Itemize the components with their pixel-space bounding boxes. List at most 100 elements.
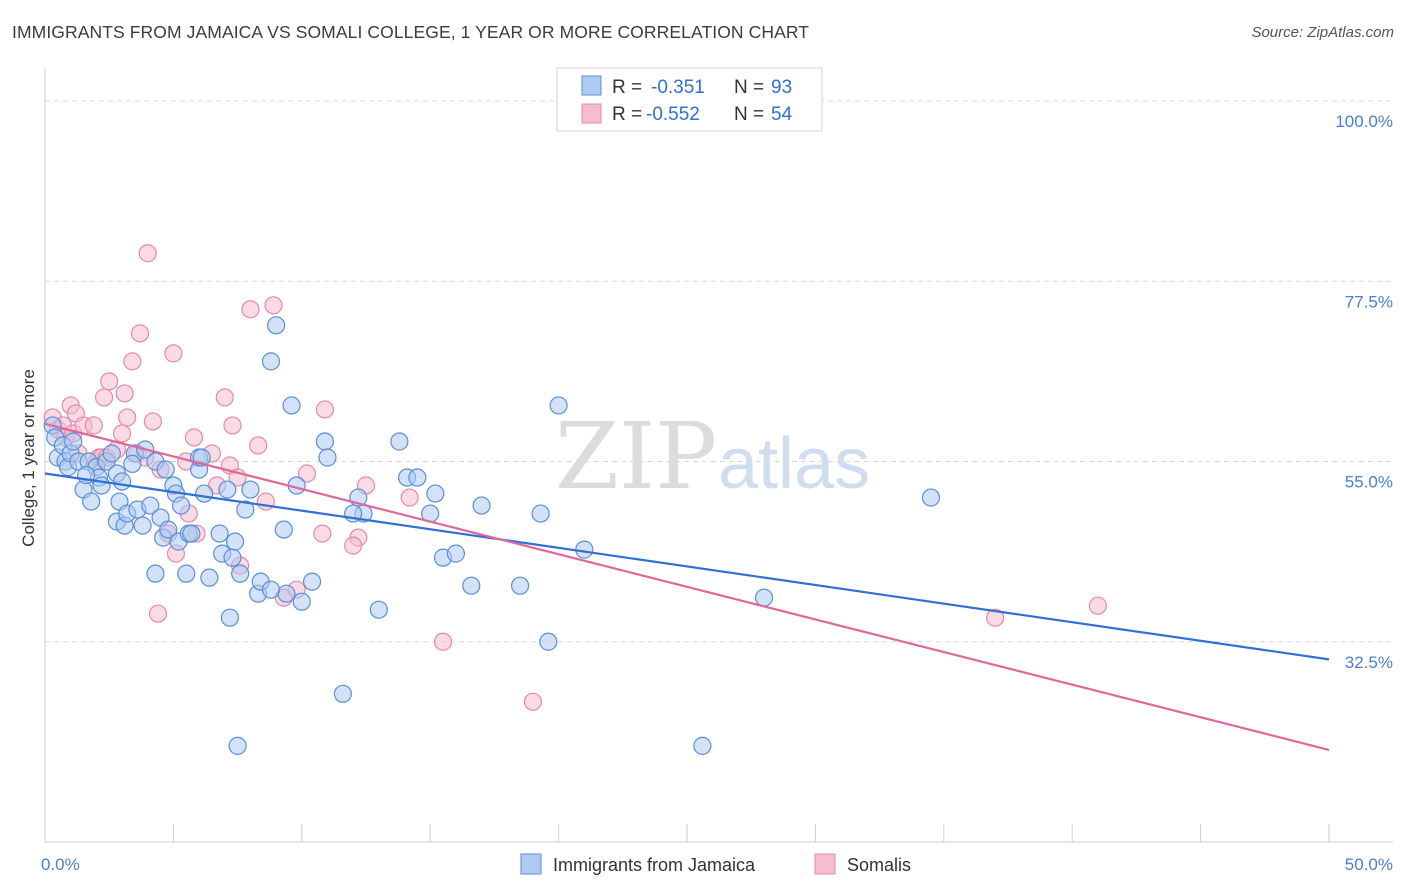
jamaica-point-29 bbox=[146, 564, 165, 583]
legend-n-value-somalis: 54 bbox=[771, 104, 793, 125]
somalis-point-17 bbox=[112, 424, 132, 443]
legend: R = -0.351 N = 93 R = -0.552 N = 54 bbox=[556, 67, 823, 132]
y-tick-label-1: 77.5% bbox=[1345, 292, 1393, 311]
somalis-point-25 bbox=[143, 412, 162, 431]
jamaica-point-63 bbox=[302, 572, 322, 591]
jamaica-point-81 bbox=[549, 396, 568, 415]
somalis-point-55 bbox=[1088, 596, 1107, 615]
jamaica-point-44 bbox=[200, 568, 219, 587]
somalis-trend-line bbox=[44, 422, 1330, 751]
jamaica-point-51 bbox=[228, 736, 247, 755]
somalis-point-13 bbox=[94, 388, 114, 407]
bottom-legend-swatch-somalis bbox=[814, 853, 836, 875]
somalis-point-43 bbox=[256, 492, 275, 511]
jamaica-point-75 bbox=[446, 544, 465, 563]
somalis-point-51 bbox=[400, 488, 419, 507]
jamaica-point-65 bbox=[318, 448, 337, 467]
legend-r-value-jamaica: -0.351 bbox=[651, 77, 705, 98]
somalis-point-24 bbox=[138, 244, 157, 263]
jamaica-point-70 bbox=[390, 432, 409, 451]
jamaica-point-7 bbox=[64, 432, 83, 451]
somalis-point-29 bbox=[164, 344, 183, 363]
jamaica-point-47 bbox=[218, 480, 237, 499]
jamaica-point-60 bbox=[282, 396, 301, 415]
legend-swatch-somalis bbox=[581, 103, 602, 124]
somalis-point-19 bbox=[118, 408, 137, 427]
jamaica-points bbox=[43, 316, 941, 755]
somalis-point-42 bbox=[249, 436, 268, 455]
bottom-legend: Immigrants from Jamaica Somalis bbox=[520, 853, 911, 875]
chart-title: IMMIGRANTS FROM JAMAICA VS SOMALI COLLEG… bbox=[12, 22, 810, 42]
jamaica-point-25 bbox=[133, 516, 152, 535]
legend-n-label-jamaica: N = bbox=[734, 77, 764, 98]
y-tick-label-3: 32.5% bbox=[1345, 653, 1393, 672]
y-axis-title: College, 1 year or more bbox=[19, 369, 38, 547]
somalis-point-57 bbox=[344, 536, 363, 555]
jamaica-point-40 bbox=[182, 524, 201, 543]
somalis-point-26 bbox=[148, 604, 168, 623]
jamaica-point-48 bbox=[220, 608, 239, 627]
jamaica-point-38 bbox=[177, 564, 196, 583]
jamaica-point-84 bbox=[754, 588, 774, 607]
legend-r-label-jamaica: R = bbox=[612, 77, 642, 98]
jamaica-point-50 bbox=[225, 532, 245, 551]
jamaica-point-59 bbox=[274, 520, 293, 539]
jamaica-point-37 bbox=[172, 496, 191, 515]
jamaica-point-87 bbox=[277, 584, 296, 603]
somalis-point-22 bbox=[130, 324, 150, 343]
watermark: ZIP atlas bbox=[555, 403, 870, 510]
somalis-point-9 bbox=[84, 416, 103, 435]
somalis-point-47 bbox=[297, 464, 317, 483]
jamaica-point-43 bbox=[195, 484, 214, 503]
jamaica-point-77 bbox=[472, 496, 491, 515]
jamaica-point-69 bbox=[369, 600, 388, 619]
source-label: Source: ZipAtlas.com bbox=[1251, 24, 1394, 41]
jamaica-point-85 bbox=[921, 488, 941, 507]
tick-labels: 100.0% 77.5% 55.0% 32.5% 0.0% 50.0% bbox=[41, 112, 1393, 874]
jamaica-point-79 bbox=[531, 504, 550, 523]
somalis-point-41 bbox=[241, 300, 260, 319]
jamaica-point-52 bbox=[231, 564, 250, 583]
legend-n-label-somalis: N = bbox=[734, 104, 764, 125]
somalis-point-44 bbox=[264, 296, 283, 315]
somalis-point-15 bbox=[100, 372, 119, 391]
somalis-point-33 bbox=[184, 428, 204, 447]
jamaica-point-16 bbox=[102, 444, 121, 463]
jamaica-point-89 bbox=[123, 454, 142, 474]
jamaica-point-20 bbox=[112, 472, 132, 491]
jamaica-point-73 bbox=[426, 484, 445, 503]
jamaica-point-78 bbox=[510, 576, 530, 595]
y-tick-label-2: 55.0% bbox=[1345, 473, 1393, 492]
legend-n-value-jamaica: 93 bbox=[771, 77, 792, 98]
somalis-point-39 bbox=[223, 416, 242, 435]
jamaica-point-53 bbox=[236, 500, 255, 519]
bottom-legend-label-somalis: Somalis bbox=[847, 855, 911, 875]
legend-swatch-jamaica bbox=[581, 75, 602, 96]
jamaica-point-58 bbox=[267, 316, 286, 335]
bottom-legend-label-jamaica: Immigrants from Jamaica bbox=[553, 855, 756, 875]
jamaica-point-11 bbox=[82, 492, 101, 511]
jamaica-point-83 bbox=[693, 736, 712, 755]
watermark-zip: ZIP bbox=[555, 403, 717, 510]
somalis-point-58 bbox=[313, 524, 332, 543]
somalis-point-53 bbox=[523, 692, 543, 711]
jamaica-point-64 bbox=[315, 432, 335, 451]
jamaica-point-32 bbox=[156, 460, 175, 479]
jamaica-point-57 bbox=[261, 352, 281, 371]
jamaica-point-33 bbox=[159, 520, 178, 539]
jamaica-point-54 bbox=[241, 480, 260, 499]
legend-r-label-somalis: R = bbox=[612, 104, 642, 125]
x-tick-label-1: 50.0% bbox=[1345, 855, 1393, 874]
jamaica-point-27 bbox=[141, 496, 160, 515]
somalis-point-48 bbox=[315, 400, 335, 419]
x-tick-label-0: 0.0% bbox=[41, 855, 80, 874]
jamaica-point-76 bbox=[462, 576, 481, 595]
jamaica-point-66 bbox=[333, 684, 352, 703]
somalis-point-20 bbox=[123, 352, 142, 371]
legend-r-value-somalis: -0.552 bbox=[646, 104, 700, 125]
jamaica-point-91 bbox=[408, 468, 427, 487]
somalis-point-18 bbox=[115, 384, 134, 403]
jamaica-point-49 bbox=[223, 548, 242, 567]
somalis-point-54 bbox=[986, 608, 1005, 627]
